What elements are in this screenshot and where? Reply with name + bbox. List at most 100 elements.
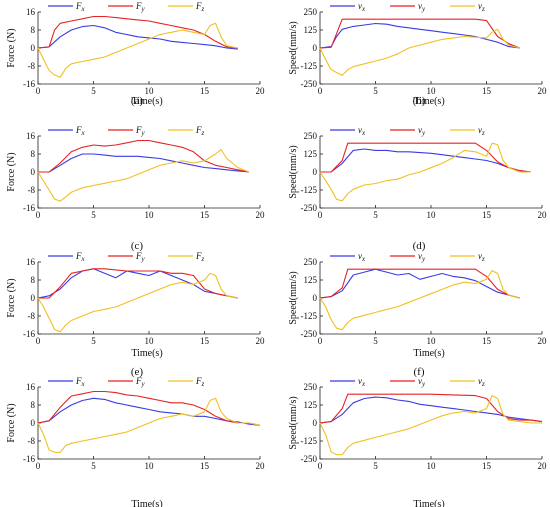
y-tick-label: 0 [31,167,36,177]
legend-label-x: Fx [75,251,86,263]
y-tick-label: -250 [301,79,318,89]
series-line-y [38,268,238,299]
legend-label-z: Fz [195,251,205,263]
legend-label-x: vx [358,251,366,263]
panel-caption: (b) [413,95,426,107]
y-axis-label: Force (N) [6,278,17,317]
x-tick-label: 5 [373,461,378,471]
y-tick-label: -250 [301,329,318,339]
x-axis-label: Time(s) [131,96,162,107]
legend-label-z: vz [478,1,485,13]
y-tick-label: 125 [304,275,318,285]
x-tick-label: 0 [318,336,323,346]
y-tick-label: 250 [304,7,318,17]
y-tick-label: -8 [28,436,36,446]
series-line-x [38,153,249,173]
y-tick-label: 16 [26,257,36,267]
series-line-y [319,393,543,424]
y-tick-label: -8 [28,61,36,71]
y-tick-label: 0 [31,293,36,303]
axes-b [319,12,542,85]
x-tick-label: 20 [538,86,548,96]
y-axis-label: Speed(mm/s) [288,396,299,449]
series-line-x [37,397,261,426]
legend-label-y: vy [418,376,426,388]
x-tick-label: 15 [482,86,492,96]
y-tick-label: 8 [31,25,36,35]
y-tick-label: -125 [301,185,318,195]
y-tick-label: 250 [304,382,318,392]
y-axis-label: Speed(mm/s) [288,145,299,198]
series-line-z [319,28,520,76]
y-tick-label: 8 [31,149,36,159]
legend-label-x: Fx [75,1,86,13]
y-tick-label: 125 [304,25,318,35]
x-tick-label: 15 [200,210,210,220]
legend-label-y: vy [418,251,426,263]
x-tick-label: 10 [145,336,155,346]
y-tick-label: 125 [304,149,318,159]
x-axis-label: Time(s) [413,96,444,107]
y-tick-label: -125 [301,61,318,71]
series-line-z [37,22,238,78]
x-tick-label: 15 [482,336,492,346]
legend-label-x: vx [358,1,366,13]
axes-c [37,136,260,209]
x-tick-label: 20 [538,210,548,220]
y-axis-label: Speed(mm/s) [288,271,299,324]
y-axis-label: Force (N) [6,152,17,191]
panel-caption: (f) [414,366,425,378]
series-line-z [319,395,542,456]
legend-label-z: Fz [195,125,205,137]
y-tick-label: 8 [31,275,36,285]
y-tick-label: -8 [28,311,36,321]
x-tick-label: 0 [36,210,41,220]
x-tick-label: 10 [145,210,155,220]
series-line-y [319,268,520,299]
legend-label-x: vx [358,125,366,137]
y-tick-label: -16 [23,329,35,339]
series-line-y [38,139,250,173]
series-line-x [37,268,238,299]
x-tick-label: 15 [482,210,492,220]
y-tick-label: 8 [31,400,36,410]
legend-label-x: vx [358,376,366,388]
x-tick-label: 15 [200,461,210,471]
y-tick-label: 0 [313,167,318,177]
x-tick-label: 10 [427,210,437,220]
y-tick-label: 250 [304,257,318,267]
x-axis-label: Time(s) [413,348,444,359]
y-tick-label: 0 [313,293,318,303]
legend-label-z: Fz [195,1,205,13]
series-line-z [319,270,520,331]
y-axis-label: Speed(mm/s) [288,21,299,74]
panel-caption: (a) [131,95,144,107]
x-tick-label: 5 [91,210,96,220]
legend-label-z: vz [478,251,485,263]
x-tick-label: 20 [256,86,266,96]
legend-label-y: vy [418,125,426,137]
legend-label-y: Fy [135,1,146,13]
x-tick-label: 5 [91,336,96,346]
x-tick-label: 0 [36,336,41,346]
x-tick-label: 0 [318,86,323,96]
x-tick-label: 20 [538,336,548,346]
series-line-z [37,397,261,453]
legend-label-x: Fx [75,376,86,388]
y-tick-label: -16 [23,454,35,464]
series-line-x [320,148,531,173]
panel-caption: (e) [131,366,144,378]
x-tick-label: 20 [256,336,266,346]
legend-label-z: vz [478,376,485,388]
x-tick-label: 5 [373,210,378,220]
series-line-y [37,390,261,426]
x-tick-label: 20 [256,461,266,471]
y-tick-label: -125 [301,311,318,321]
y-tick-label: 16 [26,382,36,392]
